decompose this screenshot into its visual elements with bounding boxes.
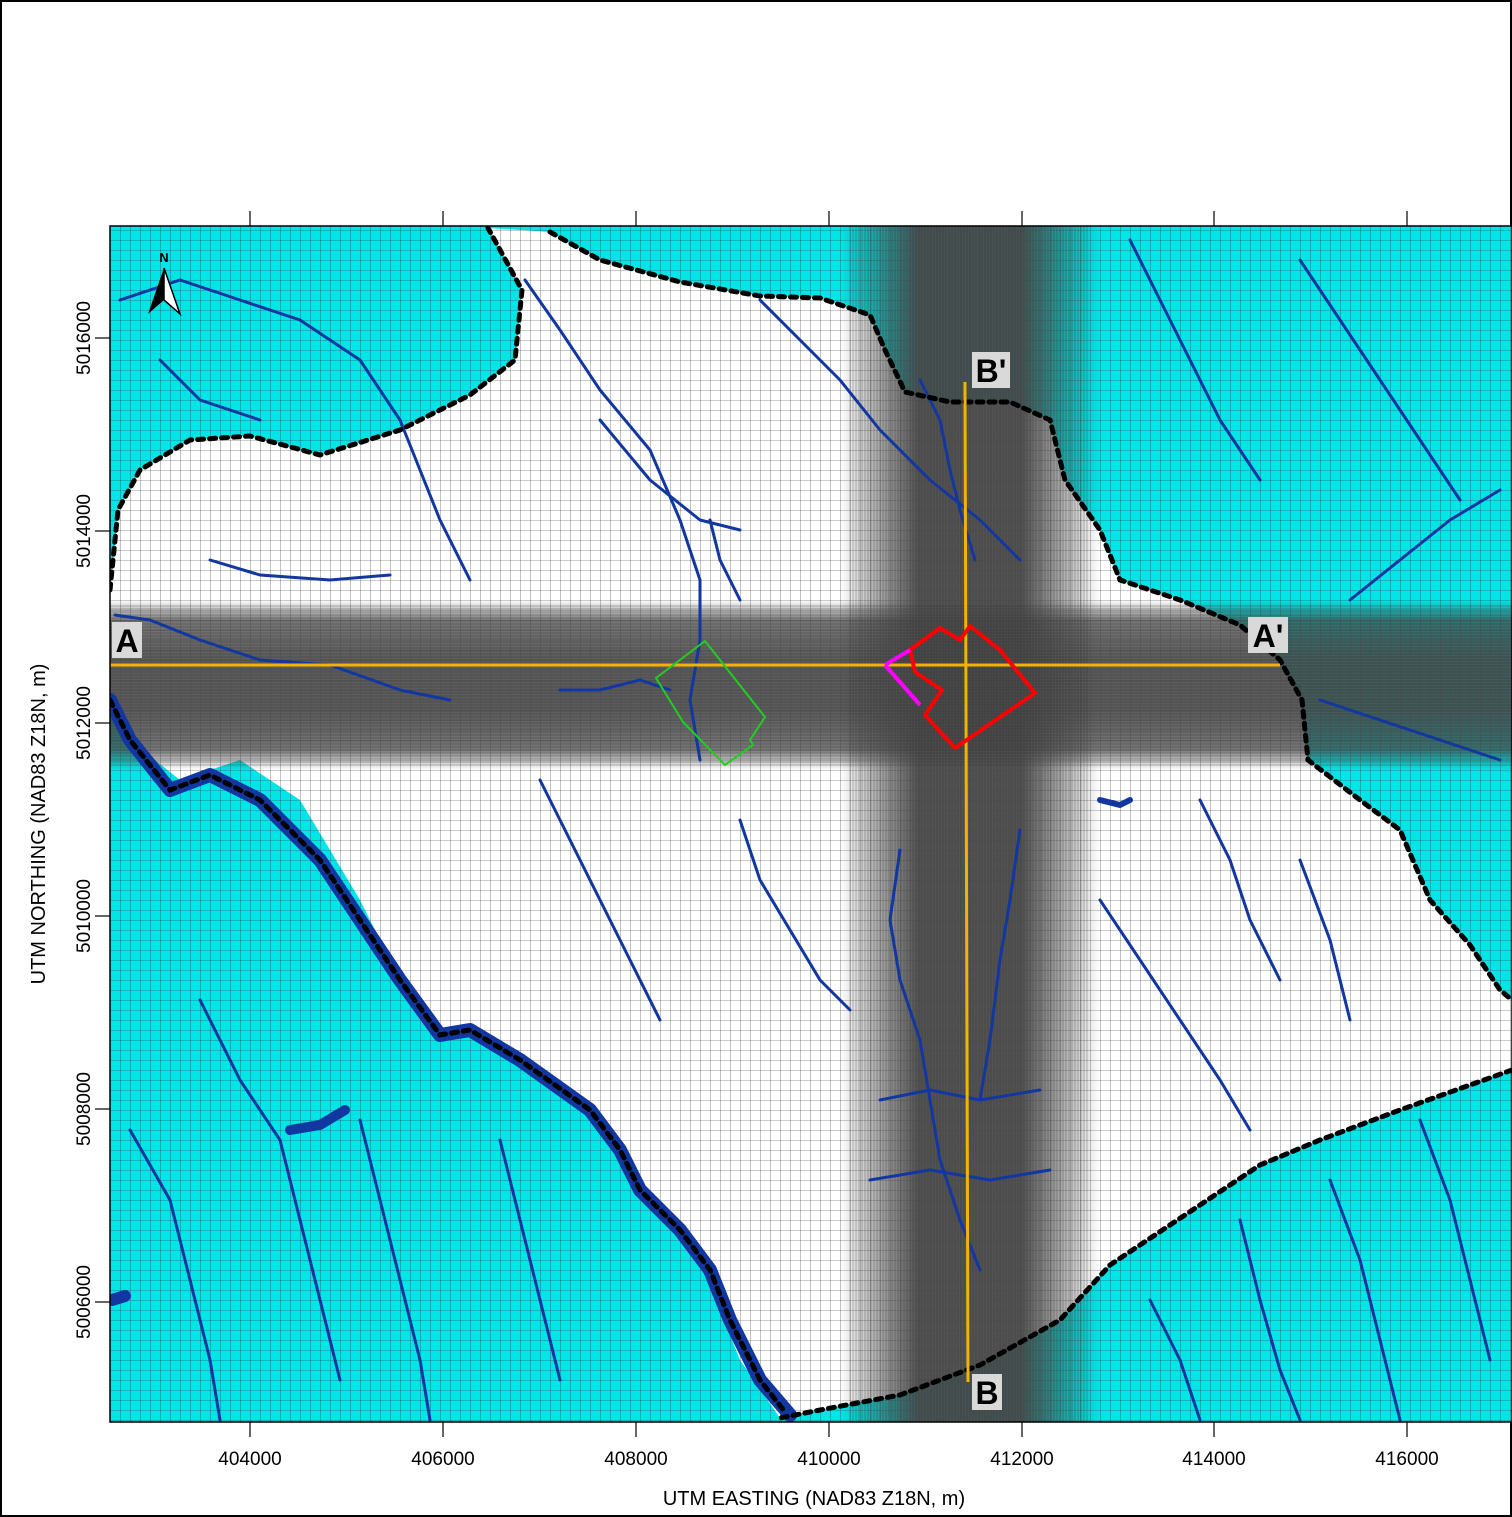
- site-segment: [883, 648, 922, 707]
- x-tick-label: 412000: [990, 1449, 1053, 1470]
- y-axis-label: UTM NORTHING (NAD83 Z18N, m): [28, 664, 50, 985]
- map-area: [110, 226, 1512, 1422]
- x-tick-labels: 404000 406000 408000 410000 412000 41400…: [218, 1449, 1438, 1470]
- x-tick-label: 408000: [604, 1449, 667, 1470]
- refined-grid-horizontal: [110, 600, 1512, 770]
- y-tick-label: 5014000: [74, 494, 95, 568]
- y-tick-label: 5012000: [74, 686, 95, 760]
- section-label-a: A: [112, 622, 142, 659]
- axis-ticks: [95, 211, 1408, 1437]
- x-tick-label: 404000: [218, 1449, 281, 1470]
- map-border: [109, 225, 1512, 1423]
- svg-text:N: N: [159, 250, 168, 265]
- x-axis-label: UTM EASTING (NAD83 Z18N, m): [663, 1488, 965, 1510]
- svg-text:B: B: [975, 1375, 998, 1411]
- x-tick-label: 406000: [411, 1449, 474, 1470]
- north-arrow-icon: N: [148, 250, 182, 317]
- svg-text:B': B': [976, 353, 1007, 389]
- y-tick-label: 5016000: [74, 301, 95, 375]
- y-tick-label: 5006000: [74, 1265, 95, 1339]
- section-label-b-prime: B': [972, 352, 1010, 389]
- cross-section-b-line: [963, 381, 970, 1383]
- y-tick-labels: 5016000 5014000 5012000 5010000 5008000 …: [74, 301, 95, 1339]
- x-tick-label: 416000: [1375, 1449, 1438, 1470]
- y-tick-label: 5010000: [74, 879, 95, 953]
- svg-text:A': A': [1253, 618, 1284, 654]
- svg-text:A: A: [115, 623, 138, 659]
- section-label-a-prime: A': [1248, 617, 1288, 654]
- y-tick-label: 5008000: [74, 1072, 95, 1146]
- model-boundary: [110, 226, 1512, 1421]
- site-outline: [908, 624, 1037, 750]
- x-tick-label: 414000: [1182, 1449, 1245, 1470]
- secondary-site-outline: [654, 639, 767, 767]
- x-tick-label: 410000: [797, 1449, 860, 1470]
- section-label-b: B: [972, 1374, 1002, 1411]
